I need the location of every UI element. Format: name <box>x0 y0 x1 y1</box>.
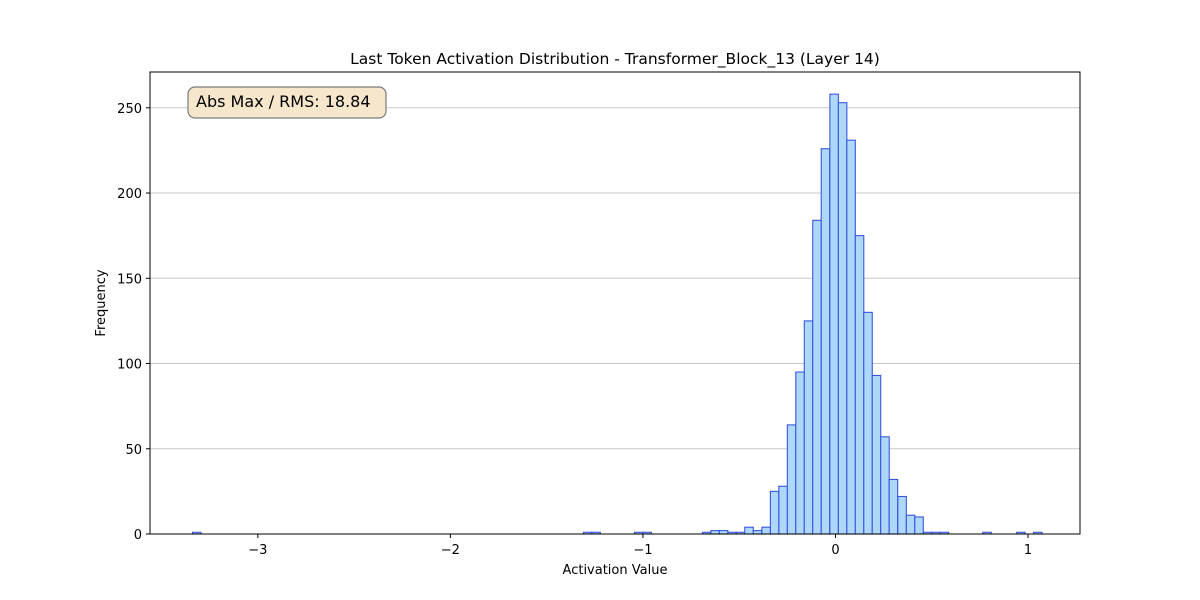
histogram-bar <box>880 436 890 535</box>
plot-frame <box>149 71 1081 535</box>
histogram-bar <box>888 478 899 535</box>
histogram-bar <box>914 516 924 535</box>
y-tick-label: 50 <box>125 443 142 458</box>
y-axis-ticks: 0 50 100 150 200 250 <box>117 102 150 543</box>
x-tick-label: −3 <box>248 543 267 558</box>
y-tick-label: 200 <box>117 187 142 202</box>
y-tick-label: 100 <box>117 358 142 373</box>
histogram-bar <box>812 219 822 535</box>
y-tick-label: 250 <box>117 102 142 117</box>
x-tick-label: −2 <box>441 543 460 558</box>
y-tick-label: 0 <box>134 528 142 543</box>
histogram-bar <box>718 530 729 535</box>
histogram-bar <box>837 102 848 535</box>
histogram-bar <box>761 526 771 535</box>
x-tick-label: 0 <box>831 543 839 558</box>
histogram-bar <box>752 530 763 535</box>
x-axis-title: Activation Value <box>563 563 668 578</box>
histogram-bars <box>192 93 1043 535</box>
histogram-bar <box>744 526 754 535</box>
histogram-bar <box>863 311 873 535</box>
histogram-bar <box>829 93 839 535</box>
histogram-bar <box>778 485 788 535</box>
y-axis-title: Frequency <box>94 269 109 336</box>
histogram-bar <box>710 530 720 535</box>
histogram-bar <box>795 371 805 535</box>
annotation-box <box>187 86 387 119</box>
histogram-bar <box>897 495 907 535</box>
histogram-bar <box>871 374 882 535</box>
histogram-bar <box>769 490 780 535</box>
x-axis-ticks: −3 −2 −1 0 1 <box>248 534 1032 558</box>
histogram-bar <box>803 320 814 535</box>
stats-annotation: Abs Max / RMS: 18.84 <box>187 86 387 119</box>
x-tick-label: −1 <box>633 543 652 558</box>
histogram-bar <box>786 424 797 535</box>
x-tick-label: 1 <box>1024 543 1032 558</box>
y-tick-label: 150 <box>117 272 142 287</box>
histogram-bar <box>846 139 856 535</box>
histogram-bar <box>820 148 831 535</box>
y-gridlines <box>150 107 1080 450</box>
chart-title: Last Token Activation Distribution - Tra… <box>350 50 880 69</box>
histogram-bar <box>905 514 916 535</box>
histogram-bar <box>854 235 865 535</box>
annotation-text: Abs Max / RMS: 18.84 <box>196 92 371 111</box>
